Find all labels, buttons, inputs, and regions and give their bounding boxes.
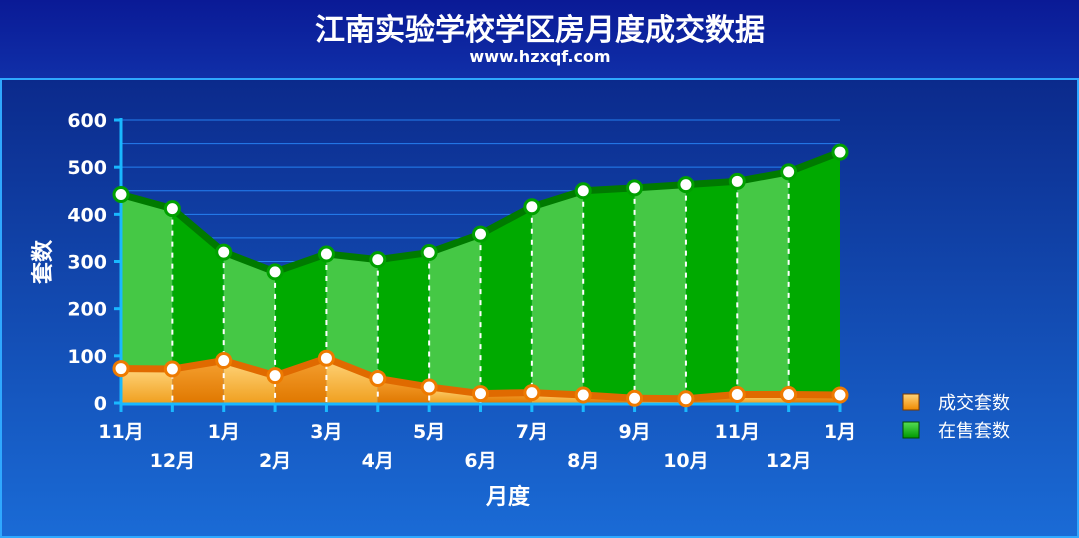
- sale-point: [677, 176, 695, 194]
- deal-area-segment: [275, 358, 327, 403]
- sale-point: [266, 263, 284, 281]
- deal-point: [728, 386, 746, 404]
- chart-title: 江南实验学校学区房月度成交数据: [315, 13, 765, 48]
- sale-area-segment: [429, 234, 481, 394]
- y-tick-label: 0: [94, 393, 107, 415]
- sale-point: [780, 163, 798, 181]
- deal-point: [626, 389, 644, 407]
- legend-swatch-deal: [902, 393, 920, 411]
- x-tick-label: 11月: [98, 421, 143, 443]
- y-tick-label: 200: [67, 299, 107, 321]
- sale-point: [626, 179, 644, 197]
- y-axis-label: 套数: [30, 239, 56, 284]
- legend-label-deal: 成交套数: [938, 393, 1010, 414]
- y-tick-label: 600: [67, 110, 107, 132]
- sale-area-segment: [634, 184, 686, 399]
- x-tick-label: 7月: [516, 421, 548, 443]
- deal-area-segment: [121, 368, 173, 403]
- x-tick-label: 11月: [715, 421, 760, 443]
- sale-point: [215, 243, 233, 261]
- deal-point: [215, 352, 233, 370]
- sale-point: [369, 251, 387, 269]
- header-band: [0, 0, 1079, 78]
- sale-area-segment: [275, 253, 327, 376]
- sale-area-segment: [531, 190, 584, 395]
- sale-point: [317, 245, 335, 263]
- deal-point: [472, 385, 489, 403]
- sale-area-segment: [121, 194, 173, 370]
- deal-point: [574, 386, 592, 404]
- sale-area-segment: [480, 206, 532, 394]
- x-tick-label: 5月: [413, 421, 445, 443]
- x-tick-label: 1月: [824, 421, 856, 443]
- legend-item-sale[interactable]: 在售套数: [902, 421, 1010, 442]
- deal-point: [163, 360, 181, 378]
- sale-area-segment: [685, 181, 738, 399]
- sale-area-segment: [583, 187, 635, 399]
- x-tick-label: 9月: [618, 421, 650, 443]
- chart-subtitle: www.hzxqf.com: [469, 47, 610, 66]
- sale-area-segment: [788, 152, 840, 395]
- x-tick-label: 12月: [150, 450, 195, 472]
- legend: 成交套数 在售套数: [902, 393, 1010, 442]
- x-tick-label: 4月: [362, 450, 394, 472]
- x-axis-label: 月度: [485, 484, 531, 510]
- y-tick-label: 500: [67, 157, 107, 179]
- x-tick-label: 3月: [310, 421, 342, 443]
- deal-point: [831, 386, 849, 404]
- sale-area-segment: [172, 208, 224, 370]
- deal-point: [112, 360, 130, 378]
- legend-item-deal[interactable]: 成交套数: [902, 393, 1010, 414]
- deal-area-segment: [223, 360, 276, 403]
- x-tick-label: 10月: [663, 450, 708, 472]
- deal-point: [317, 349, 335, 367]
- sale-point: [574, 182, 592, 200]
- sale-point: [472, 225, 489, 243]
- sale-point: [163, 200, 181, 218]
- deal-point: [266, 367, 284, 385]
- deal-point: [369, 369, 387, 387]
- deal-point: [523, 384, 541, 402]
- sale-point: [831, 143, 849, 161]
- x-tick-label: 6月: [464, 450, 496, 472]
- sale-point: [420, 244, 438, 262]
- series-points: [112, 143, 849, 408]
- x-tick-label: 8月: [567, 450, 599, 472]
- sale-area-segment: [326, 253, 378, 379]
- deal-point: [677, 390, 695, 408]
- x-tick-label: 2月: [259, 450, 291, 472]
- deal-area-segment: [377, 378, 430, 403]
- sale-area-segment: [223, 252, 276, 376]
- sale-point: [523, 198, 541, 216]
- sale-area-segment: [377, 252, 430, 387]
- x-tick-label: 1月: [208, 421, 240, 443]
- sale-area-segment: [737, 171, 789, 395]
- y-tick-label: 400: [67, 204, 107, 226]
- legend-label-sale: 在售套数: [938, 421, 1010, 442]
- y-tick-label: 100: [67, 346, 107, 368]
- y-tick-labels: 0 100 200 300 400 500 600: [67, 110, 107, 415]
- deal-area-segment: [326, 358, 378, 403]
- sale-area-layer: [121, 152, 840, 399]
- category-dividers: [171, 171, 790, 403]
- sale-point: [112, 186, 130, 204]
- legend-swatch-sale: [902, 421, 920, 439]
- y-tick-label: 300: [67, 252, 107, 274]
- x-tick-label: 12月: [766, 450, 811, 472]
- x-tick-labels: 11月 12月 1月 2月 3月 4月 5月 6月 7月 8月 9月 10月 11月 12月 1月: [98, 421, 856, 472]
- deal-point: [780, 386, 798, 404]
- deal-point: [420, 378, 438, 396]
- sale-point: [728, 172, 746, 190]
- deal-area-segment: [172, 360, 224, 403]
